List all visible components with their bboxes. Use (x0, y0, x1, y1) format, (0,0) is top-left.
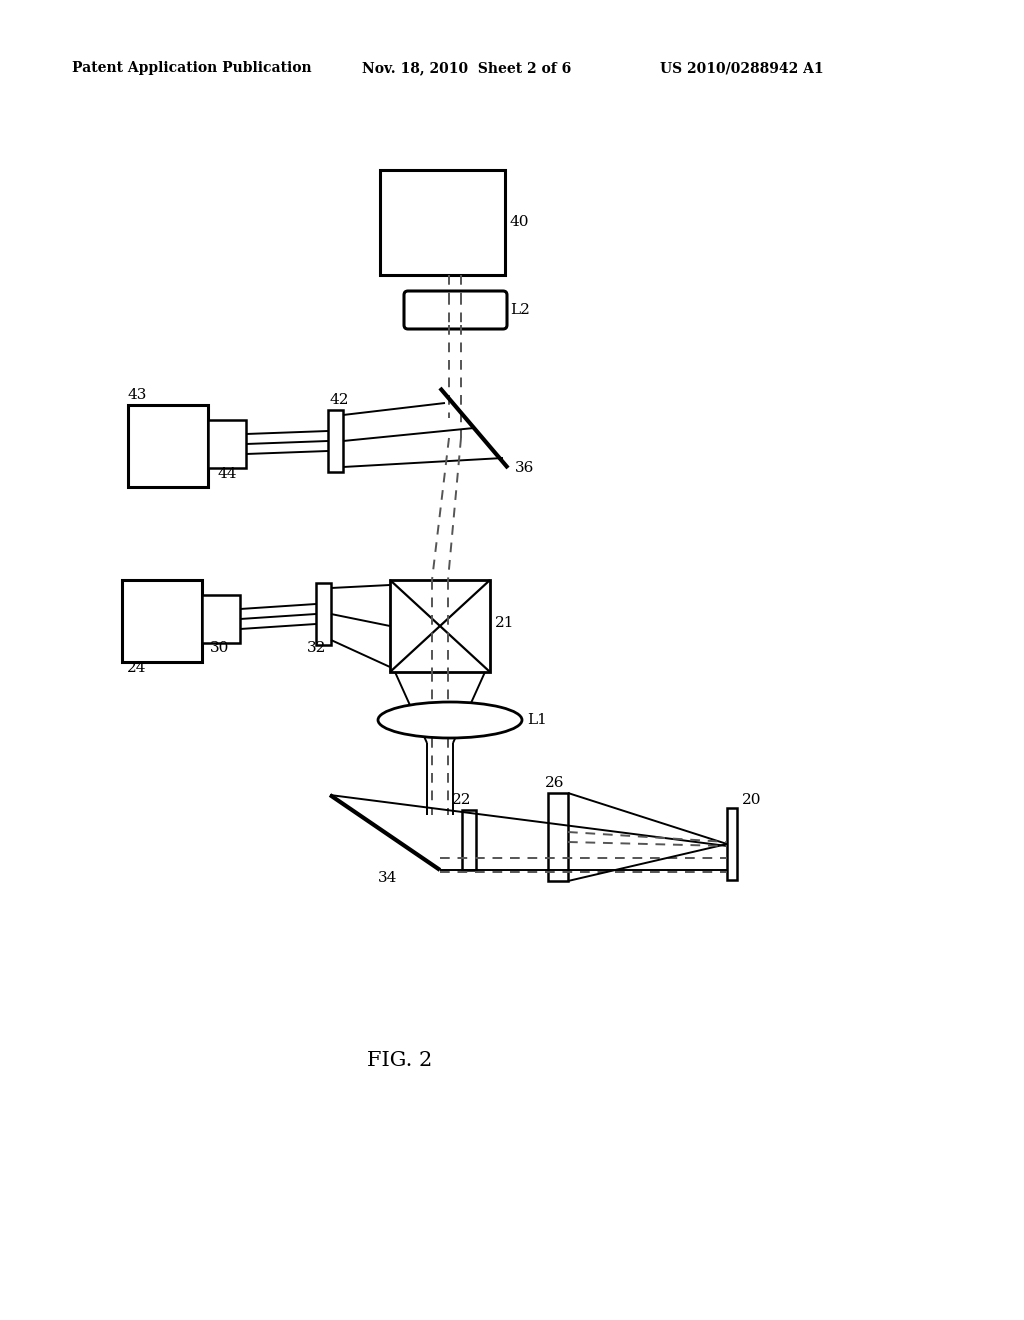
Ellipse shape (378, 702, 522, 738)
FancyBboxPatch shape (404, 290, 507, 329)
Text: 26: 26 (545, 776, 564, 789)
Bar (380, 170, 505, 275)
Text: 22: 22 (452, 793, 471, 807)
Text: 24: 24 (127, 661, 146, 675)
Text: 36: 36 (515, 461, 535, 475)
Bar (328, 411, 343, 473)
Text: FIG. 2: FIG. 2 (368, 1051, 432, 1069)
Text: Nov. 18, 2010  Sheet 2 of 6: Nov. 18, 2010 Sheet 2 of 6 (362, 61, 571, 75)
Text: 32: 32 (307, 642, 327, 655)
Text: Patent Application Publication: Patent Application Publication (72, 61, 311, 75)
Bar (316, 583, 331, 645)
Bar (727, 808, 737, 880)
Text: 20: 20 (742, 793, 762, 807)
Text: US 2010/0288942 A1: US 2010/0288942 A1 (660, 61, 823, 75)
Text: 30: 30 (210, 642, 229, 655)
Text: 21: 21 (495, 616, 514, 630)
Text: L2: L2 (510, 304, 529, 317)
Text: L1: L1 (527, 713, 547, 727)
Bar (548, 793, 568, 880)
Bar (202, 595, 240, 643)
Bar (462, 810, 476, 870)
Text: 42: 42 (330, 393, 349, 407)
Bar (128, 405, 208, 487)
Text: 34: 34 (378, 871, 397, 884)
Text: 40: 40 (510, 215, 529, 228)
Text: 43: 43 (128, 388, 147, 403)
Bar (208, 420, 246, 469)
Text: 44: 44 (218, 467, 238, 480)
Bar (390, 579, 490, 672)
Bar (122, 579, 202, 663)
